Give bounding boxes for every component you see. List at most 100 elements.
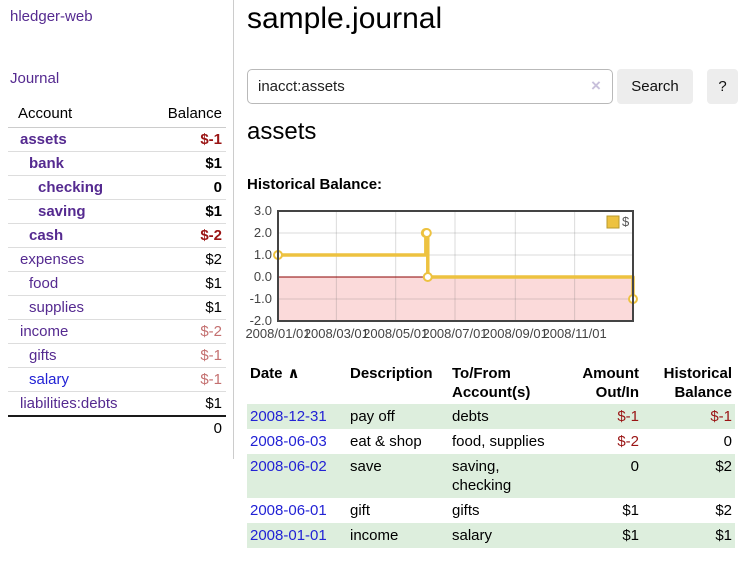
register-header-row: Date ∧ Description To/From Account(s) Amo… xyxy=(247,362,735,404)
account-balance-value: $1 xyxy=(143,199,226,224)
register-accounts-cell: food, supplies xyxy=(452,433,545,450)
account-heading: assets xyxy=(247,118,317,145)
account-name-cell: checking xyxy=(8,175,144,200)
account-row: cash $-2 xyxy=(8,223,226,248)
sidebar-account-link[interactable]: bank xyxy=(29,155,65,172)
balance-column-header: Balance xyxy=(143,101,226,128)
register-amount-value: $-1 xyxy=(617,408,639,425)
register-row: 2008-06-01 gift gifts $1 $2 xyxy=(247,498,735,523)
y-tick-label: -2.0 xyxy=(250,313,272,328)
register-date-cell: 2008-06-01 xyxy=(247,498,347,523)
register-table: Date ∧ Description To/From Account(s) Amo… xyxy=(247,362,735,548)
register-date-link[interactable]: 2008-06-02 xyxy=(250,458,327,475)
account-balance-value: $1 xyxy=(143,391,226,417)
register-row: 2008-06-03 eat & shop food, supplies $-2 0 xyxy=(247,429,735,454)
help-button[interactable]: ? xyxy=(707,69,738,104)
register-row: 2008-12-31 pay off debts $-1 $-1 xyxy=(247,404,735,429)
app-title-link[interactable]: hledger-web xyxy=(10,8,93,25)
chart-title: Historical Balance: xyxy=(247,176,383,193)
account-balance-value: $1 xyxy=(143,271,226,296)
register-accounts-cell: saving, checking xyxy=(452,458,512,494)
account-row: checking 0 xyxy=(8,175,226,200)
register-accounts-cell: debts xyxy=(452,408,489,425)
sidebar-account-link[interactable]: liabilities:debts xyxy=(20,395,118,412)
sidebar-account-link[interactable]: gifts xyxy=(29,347,57,364)
register-balance-value: $2 xyxy=(715,502,732,519)
register-description-cell: pay off xyxy=(350,408,395,425)
register-date-cell: 2008-12-31 xyxy=(247,404,347,429)
sidebar-item-journal[interactable]: Journal xyxy=(10,70,60,87)
account-name-cell: salary xyxy=(8,367,144,392)
account-row: liabilities:debts $1 xyxy=(8,391,226,417)
sidebar-account-link[interactable]: assets xyxy=(20,131,67,148)
historical-balance-chart[interactable]: $3.0 2.0 1.0 0.0 -1.0 -2.0 2008/01/01 2008/03/0… xyxy=(244,203,642,345)
account-balance-value: $1 xyxy=(143,151,226,176)
legend-swatch xyxy=(606,215,620,229)
account-row: income $-2 xyxy=(8,319,226,344)
register-date-cell: 2008-06-02 xyxy=(247,454,347,498)
register-row: 2008-01-01 income salary $1 $1 xyxy=(247,523,735,548)
account-balance-value: $-1 xyxy=(143,127,226,152)
x-tick-label: 2008/09/01 xyxy=(483,326,548,341)
accounts-total-row: 0 xyxy=(8,415,226,440)
x-tick-label: 2008/05/01 xyxy=(363,326,428,341)
register-accounts-cell: salary xyxy=(452,527,493,544)
sidebar-account-link[interactable]: salary xyxy=(29,371,70,388)
account-balance-value: $1 xyxy=(143,295,226,320)
sidebar-account-link[interactable]: cash xyxy=(29,227,64,244)
account-name-cell: saving xyxy=(8,199,144,224)
register-date-cell: 2008-06-03 xyxy=(247,429,347,454)
register-amount-value: $-2 xyxy=(617,433,639,450)
y-tick-label: -1.0 xyxy=(250,291,272,306)
sidebar-account-link[interactable]: supplies xyxy=(29,299,85,316)
account-name-cell: bank xyxy=(8,151,144,176)
register-amount-value: $1 xyxy=(622,527,639,544)
sort-ascending-icon: ∧ xyxy=(287,365,300,382)
register-description-cell: gift xyxy=(350,502,371,519)
register-amount-value: 0 xyxy=(630,458,639,475)
register-date-link[interactable]: 2008-06-03 xyxy=(250,433,327,450)
sidebar-account-link[interactable]: expenses xyxy=(20,251,85,268)
account-balance-value: $-2 xyxy=(143,223,226,248)
x-tick-label: 2008/03/01 xyxy=(304,326,369,341)
negative-region xyxy=(278,277,633,321)
sidebar-account-link[interactable]: saving xyxy=(38,203,86,220)
accounts-column-header: To/From Account(s) xyxy=(452,365,531,401)
account-name-cell: gifts xyxy=(8,343,144,368)
sidebar-account-link[interactable]: food xyxy=(29,275,59,292)
account-name-cell: supplies xyxy=(8,295,144,320)
register-balance-value: $2 xyxy=(715,458,732,475)
sidebar-account-link[interactable]: income xyxy=(20,323,69,340)
register-date-link[interactable]: 2008-01-01 xyxy=(250,527,327,544)
register-description-cell: income xyxy=(350,527,399,544)
balance-column-header-register: Historical Balance xyxy=(663,365,732,401)
register-row: 2008-06-02 save saving, checking 0 $2 xyxy=(247,454,735,498)
search-input[interactable] xyxy=(247,69,613,104)
account-row: assets $-1 xyxy=(8,127,226,152)
y-tick-label: 0.0 xyxy=(254,269,272,284)
account-balance-value: 0 xyxy=(143,175,226,200)
date-column-header: Date ∧ xyxy=(247,362,347,404)
data-point-marker xyxy=(421,228,432,238)
sidebar: hledger-web Journal Account Balance asse… xyxy=(0,0,234,459)
description-column-header: Description xyxy=(350,365,433,382)
account-row: saving $1 xyxy=(8,199,226,224)
account-row: supplies $1 xyxy=(8,295,226,320)
x-tick-label: 2008/07/01 xyxy=(422,326,487,341)
account-name-cell: liabilities:debts xyxy=(8,391,144,417)
register-date-link[interactable]: 2008-06-01 xyxy=(250,502,327,519)
account-row: food $1 xyxy=(8,271,226,296)
account-row: bank $1 xyxy=(8,151,226,176)
account-balance-value: $-1 xyxy=(143,367,226,392)
sidebar-account-link[interactable]: checking xyxy=(38,179,104,196)
register-date-link[interactable]: 2008-12-31 xyxy=(250,408,327,425)
account-row: gifts $-1 xyxy=(8,343,226,368)
register-balance-value: 0 xyxy=(723,433,732,450)
search-button[interactable]: Search xyxy=(617,69,693,104)
clear-search-icon[interactable]: × xyxy=(591,76,601,95)
account-column-header: Account xyxy=(8,101,144,128)
account-name-cell: assets xyxy=(8,127,144,152)
register-description-cell: eat & shop xyxy=(350,433,422,450)
accounts-total-value: 0 xyxy=(143,415,226,440)
